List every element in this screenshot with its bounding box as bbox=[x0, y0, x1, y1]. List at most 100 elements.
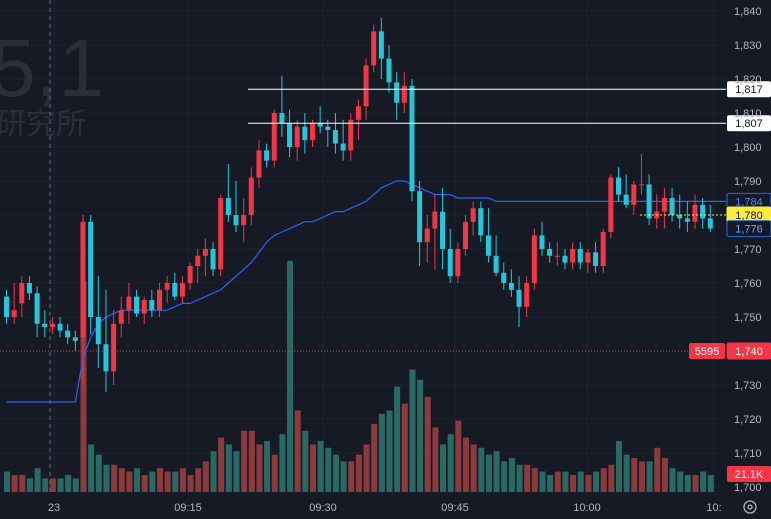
candle-body bbox=[141, 300, 147, 314]
candle-body bbox=[455, 249, 461, 277]
volume-bar bbox=[608, 464, 615, 492]
price-axis[interactable]: 1,700 1,710 1,720 1,730 1,740 1,750 1,760 1,770… bbox=[734, 6, 762, 494]
volume-bar bbox=[447, 434, 454, 492]
candle-body bbox=[310, 123, 315, 141]
ma-line bbox=[6, 180, 726, 403]
candle-body bbox=[646, 184, 652, 219]
volume-bar bbox=[616, 441, 622, 492]
volume-bar bbox=[623, 454, 630, 492]
volume-bar bbox=[455, 420, 462, 492]
candle-body bbox=[332, 130, 338, 144]
candle-body bbox=[179, 283, 185, 297]
candle-body bbox=[593, 252, 599, 266]
volume-bar bbox=[103, 464, 110, 492]
volume-bar bbox=[463, 437, 469, 492]
volume-bar bbox=[371, 424, 378, 492]
y-tick-label: 1,840 bbox=[734, 6, 762, 18]
price-tag-label: 1,780 bbox=[735, 210, 763, 222]
volume-bar bbox=[631, 458, 638, 492]
horizontal-levels[interactable]: 1,817 1,807 bbox=[248, 81, 771, 132]
candle-body bbox=[271, 113, 277, 161]
volume-bar bbox=[577, 471, 584, 492]
candle-body bbox=[409, 85, 415, 192]
candle-body bbox=[210, 249, 216, 270]
candle-body bbox=[623, 194, 629, 205]
candle-body bbox=[149, 300, 155, 311]
volume-bar bbox=[118, 468, 125, 492]
volume-bar bbox=[4, 471, 10, 492]
volume-bar bbox=[49, 478, 56, 492]
volume-bar bbox=[638, 461, 645, 492]
price-tag-label: 1,776 bbox=[735, 224, 763, 236]
volume-bar bbox=[210, 451, 217, 492]
volume-bar bbox=[593, 471, 600, 492]
volume-bar bbox=[707, 475, 714, 492]
y-tick-label: 1,760 bbox=[734, 278, 762, 290]
volume-bar bbox=[126, 471, 133, 492]
candle-body bbox=[417, 191, 423, 243]
y-tick-label: 1,720 bbox=[734, 414, 762, 426]
candle-body bbox=[707, 218, 713, 229]
candle-body bbox=[378, 31, 384, 59]
candle-body bbox=[172, 283, 178, 297]
volume-bar bbox=[179, 468, 186, 492]
candle-body bbox=[616, 177, 621, 195]
volume-bar bbox=[294, 410, 301, 492]
volume-bar bbox=[332, 454, 339, 492]
volume-bar bbox=[65, 475, 72, 492]
volume-bar bbox=[279, 434, 286, 492]
price-tag-box bbox=[726, 342, 771, 360]
volume-bar bbox=[646, 461, 653, 492]
volume-bar bbox=[570, 475, 577, 492]
candle-body bbox=[340, 143, 346, 151]
candle-body bbox=[111, 323, 117, 372]
candle-body bbox=[95, 317, 101, 345]
candle-body bbox=[88, 221, 94, 317]
volume-bar bbox=[233, 451, 240, 492]
volume-bar bbox=[225, 444, 232, 492]
x-tick-label: 10:00 bbox=[573, 502, 601, 514]
candle-body bbox=[65, 330, 71, 338]
candle-body bbox=[700, 204, 706, 219]
countdown-box bbox=[689, 343, 725, 359]
volume-bar bbox=[677, 471, 684, 492]
y-tick-label: 1,800 bbox=[734, 142, 762, 154]
candle-body bbox=[302, 126, 308, 141]
x-tick-label: 10: bbox=[706, 502, 721, 514]
y-tick-label: 1,700 bbox=[734, 482, 762, 494]
candle-body bbox=[233, 215, 239, 226]
candle-body bbox=[585, 252, 591, 263]
volume-bar bbox=[26, 478, 33, 492]
candle-body bbox=[279, 113, 285, 124]
settings-gear-icon[interactable] bbox=[743, 500, 757, 514]
volume-bar bbox=[493, 451, 500, 492]
volume-bar bbox=[401, 403, 408, 492]
volume-bar bbox=[524, 464, 531, 492]
volume-bar bbox=[141, 475, 148, 492]
candle-body bbox=[103, 344, 109, 372]
y-tick-label: 1,750 bbox=[734, 312, 762, 324]
volume-bar bbox=[501, 461, 508, 492]
volume-bar bbox=[684, 475, 691, 492]
candle-body bbox=[187, 266, 193, 283]
candle-body bbox=[485, 235, 491, 256]
y-tick-label: 1,790 bbox=[734, 176, 762, 188]
volume-bar bbox=[562, 471, 569, 492]
volume-bar bbox=[34, 468, 41, 492]
volume-bar bbox=[88, 444, 95, 492]
candle-body bbox=[4, 296, 9, 317]
watermark-small: 研究所 bbox=[0, 108, 86, 141]
price-tag-label: 1,784 bbox=[735, 196, 763, 208]
volume-bars bbox=[4, 260, 714, 492]
candle-body bbox=[516, 289, 522, 307]
candle-body bbox=[493, 255, 499, 273]
volume-bar bbox=[363, 444, 370, 492]
y-tick-label: 1,830 bbox=[734, 40, 762, 52]
volume-bar bbox=[409, 369, 416, 492]
time-axis[interactable]: 23 09:15 09:30 09:45 10:00 10: bbox=[48, 502, 722, 514]
volume-bar bbox=[134, 468, 141, 492]
volume-bar bbox=[432, 427, 439, 492]
y-tick-label: 1,820 bbox=[734, 74, 762, 86]
candle-body bbox=[325, 126, 331, 130]
